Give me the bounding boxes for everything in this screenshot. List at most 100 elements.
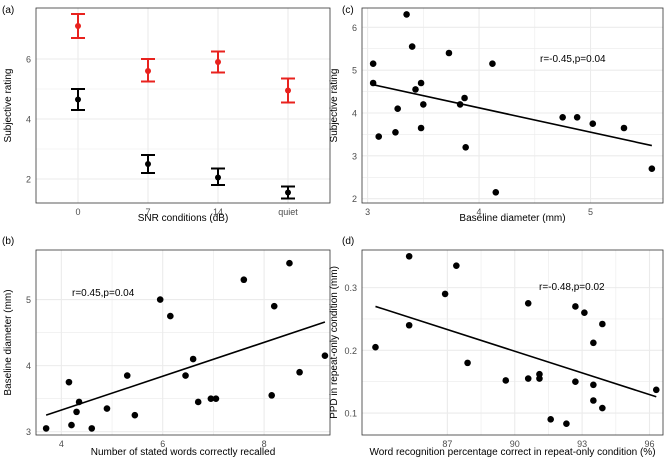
scatter-point	[194, 398, 202, 406]
mean-point-red	[145, 68, 151, 74]
x-tick-label: 4	[477, 207, 482, 217]
x-tick-label: 4	[59, 439, 64, 449]
mean-point-black	[285, 189, 291, 196]
y-tick-label: 4	[26, 115, 31, 125]
scatter-point	[286, 259, 293, 267]
scatter-point	[375, 133, 383, 140]
scatter-point	[589, 120, 597, 128]
scatter-point	[590, 381, 597, 389]
scatter-point	[559, 113, 566, 121]
scatter-point	[73, 408, 80, 416]
scatter-point	[42, 425, 50, 432]
scatter-point	[189, 355, 197, 363]
panel-border-a	[35, 7, 331, 204]
scatter-point	[268, 392, 276, 399]
scatter-point	[394, 105, 401, 113]
scatter-point	[536, 370, 543, 378]
x-tick-label: 93	[577, 439, 587, 449]
scatter-point	[563, 420, 570, 428]
scatter-point	[652, 386, 660, 394]
scatter-point	[212, 395, 220, 402]
scatter-point	[182, 372, 189, 379]
scatter-point	[572, 378, 579, 385]
correlation-annotation: r=-0.48,p=0.02	[539, 282, 605, 293]
scatter-point	[321, 352, 329, 360]
y-tick-label: 3	[352, 151, 357, 161]
scatter-point	[445, 49, 453, 57]
x-tick-label: 96	[645, 439, 655, 449]
scatter-point	[156, 296, 164, 303]
scatter-point	[573, 113, 581, 121]
scatter-point	[599, 320, 606, 328]
panel-label-d: (d)	[342, 236, 354, 247]
scatter-point	[462, 143, 469, 151]
scatter-point	[392, 128, 399, 136]
correlation-annotation: r=0.45,p=0.04	[72, 288, 135, 299]
scatter-point	[417, 79, 425, 87]
scatter-point	[405, 252, 413, 260]
plot-panel-d	[362, 250, 663, 435]
x-tick-label: 7	[145, 207, 150, 217]
scatter-point	[270, 302, 278, 310]
x-axis-label: SNR conditions (dB)	[138, 213, 229, 224]
scatter-point	[412, 86, 419, 93]
correlation-annotation: r=-0.45,p=0.04	[540, 54, 606, 65]
mean-point-black	[145, 161, 151, 167]
regression-line	[375, 305, 657, 398]
x-tick-label: 3	[365, 207, 370, 217]
x-tick-label: 0	[75, 207, 80, 217]
scatter-point	[524, 375, 532, 382]
scatter-point	[420, 101, 427, 108]
scatter-point	[167, 312, 174, 320]
x-tick-label: 14	[213, 207, 223, 217]
plot-panel-a	[36, 8, 330, 203]
panel-label-c: (c)	[342, 5, 354, 16]
y-tick-label: 4	[26, 361, 31, 371]
scatter-point	[620, 124, 628, 132]
regression-line	[372, 83, 653, 147]
x-tick-label: 8	[262, 439, 267, 449]
scatter-point	[405, 321, 413, 329]
y-tick-label: 2	[26, 175, 31, 185]
mean-point-black	[215, 174, 221, 181]
plot-panel-c	[362, 8, 663, 203]
panel-border-d	[361, 249, 664, 436]
scatter-point	[502, 377, 510, 384]
y-tick-label: 6	[352, 23, 357, 33]
y-tick-label: 5	[26, 295, 31, 305]
scatter-point	[464, 359, 471, 367]
x-tick-label: 87	[442, 439, 452, 449]
scatter-point	[590, 397, 597, 404]
panel-label-b: (b)	[2, 236, 14, 247]
mean-point-red	[215, 59, 221, 65]
y-axis-label: Baseline diameter (mm)	[3, 289, 14, 395]
y-tick-label: 0.1	[344, 409, 357, 419]
y-tick-label: 4	[352, 109, 357, 119]
y-tick-label: 5	[352, 66, 357, 76]
scatter-point	[417, 124, 425, 132]
scatter-point	[403, 11, 410, 18]
y-tick-label: 6	[26, 55, 31, 65]
x-axis-label: Number of stated words correctly recalle…	[91, 447, 276, 458]
scatter-point	[372, 343, 379, 351]
y-tick-label: 3	[26, 427, 31, 437]
y-tick-label: 0.3	[344, 283, 357, 293]
scatter-point	[572, 303, 579, 310]
scatter-point	[65, 378, 73, 386]
panel-label-a: (a)	[2, 5, 14, 16]
scatter-point	[453, 262, 460, 269]
x-tick-label: 90	[510, 439, 520, 449]
mean-point-red	[285, 87, 291, 94]
mean-point-red	[75, 23, 81, 29]
scatter-point	[103, 405, 111, 412]
x-tick-label: 5	[588, 207, 593, 217]
y-axis-label: PPD in repeat-only condition (mm)	[329, 266, 340, 419]
regression-line	[45, 321, 326, 416]
scatter-point	[590, 339, 597, 347]
scatter-point	[240, 276, 248, 284]
scatter-point	[408, 43, 416, 50]
scatter-point	[123, 372, 131, 379]
y-tick-label: 2	[352, 194, 357, 204]
x-tick-label: 6	[160, 439, 165, 449]
